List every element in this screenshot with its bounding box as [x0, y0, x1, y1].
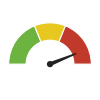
Wedge shape	[34, 23, 66, 42]
Wedge shape	[9, 26, 41, 64]
Polygon shape	[50, 54, 76, 65]
Wedge shape	[59, 26, 91, 64]
Circle shape	[48, 62, 52, 66]
